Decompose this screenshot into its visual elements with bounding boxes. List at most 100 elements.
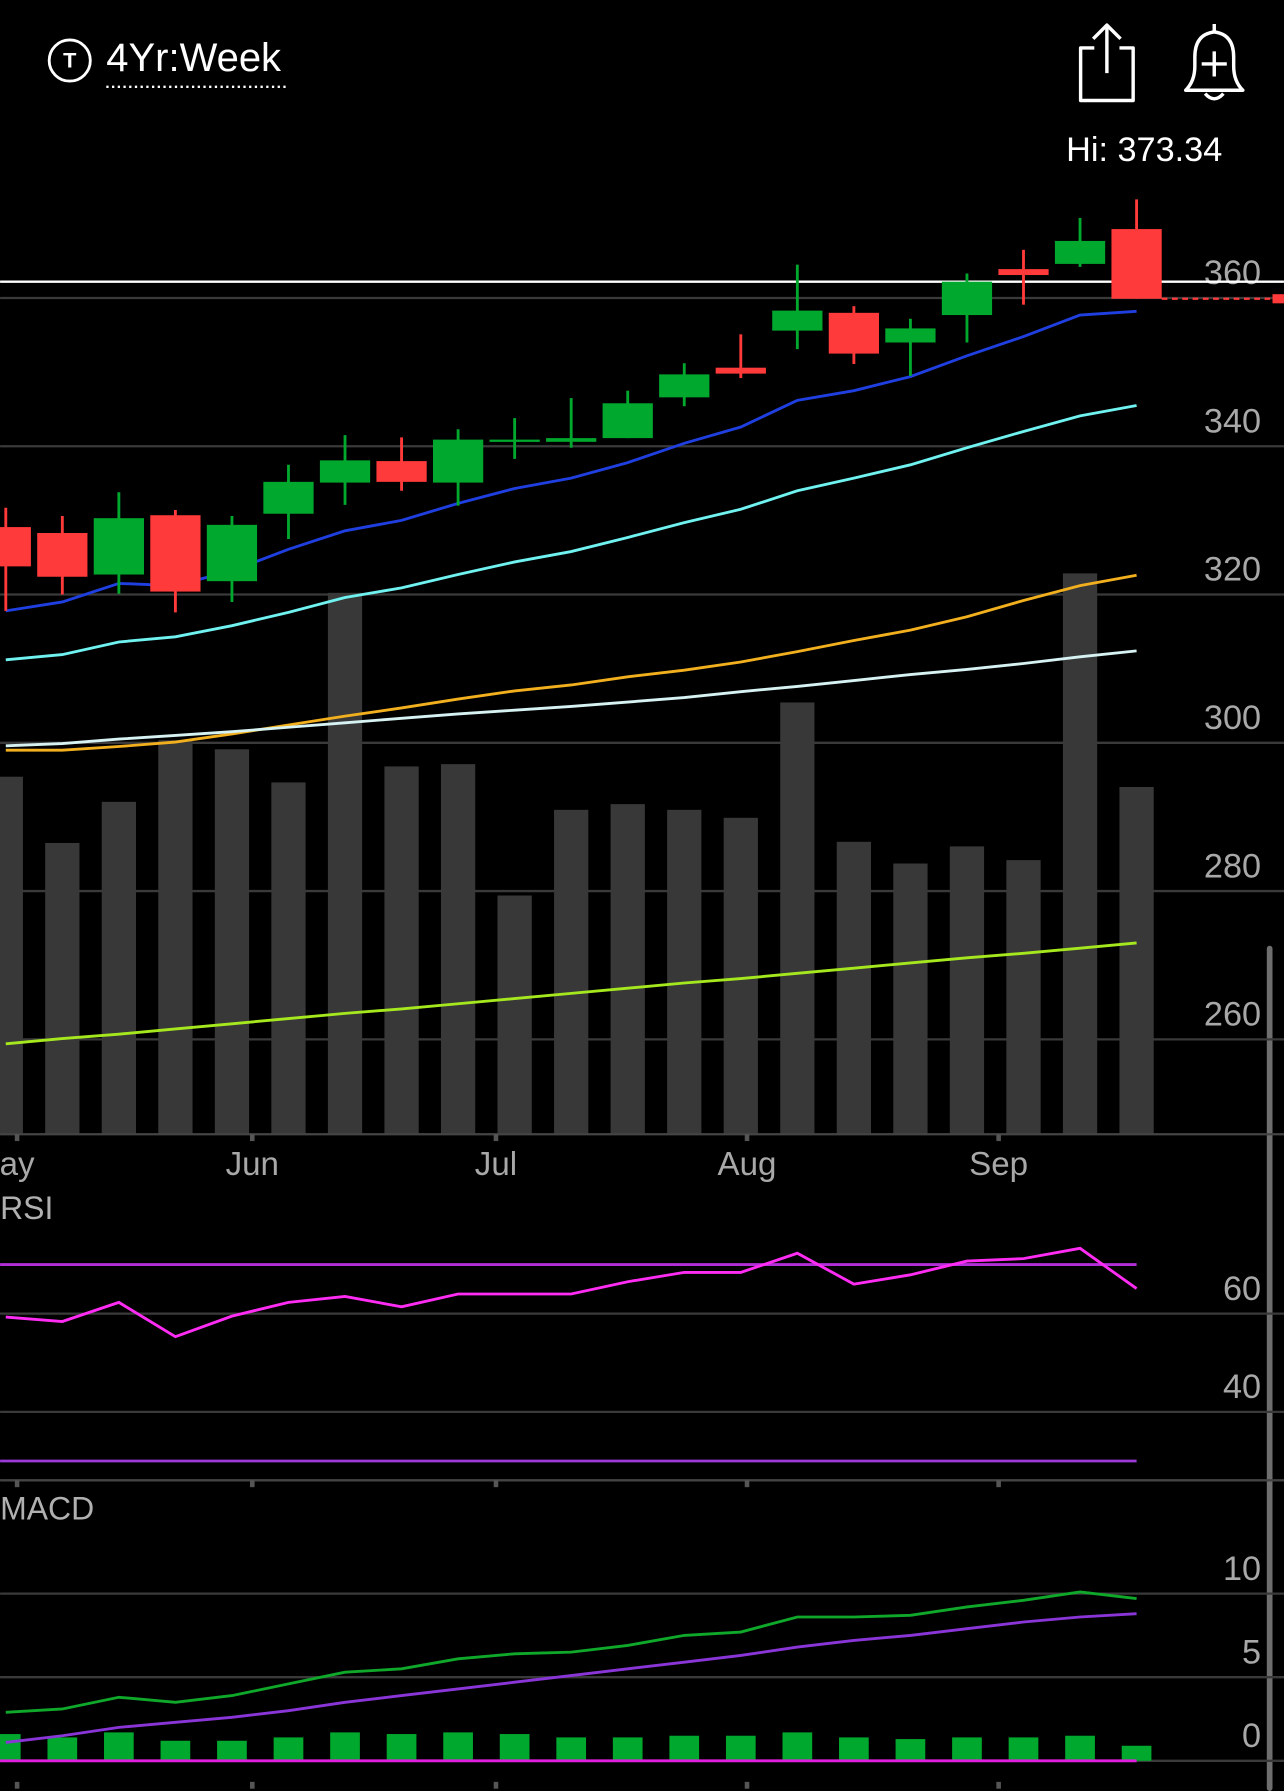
volume-bar (214, 749, 250, 1135)
volume-bar (1119, 786, 1154, 1135)
y-tick-label: 0 (1242, 1717, 1261, 1755)
y-tick-label: 320 (1204, 551, 1261, 589)
macd-histogram-bar (725, 1735, 756, 1761)
candle-body (715, 367, 766, 374)
macd-line (5, 1612, 1137, 1744)
moving-average-line (5, 573, 1137, 752)
macd-histogram-bar (669, 1735, 700, 1761)
bell-body (1183, 23, 1245, 92)
last-price-marker (1272, 294, 1284, 304)
y-tick-label: 300 (1204, 699, 1261, 737)
volume-bar (893, 863, 928, 1135)
x-tick-label: Jun (226, 1146, 279, 1183)
moving-average-line (5, 941, 1137, 1046)
candle-body (1111, 229, 1162, 299)
y-tick-label: 340 (1204, 402, 1261, 440)
candle-body (602, 403, 653, 439)
macd-histogram-bar (104, 1732, 134, 1761)
high-label: Hi: 373.34 (1066, 131, 1222, 169)
symbol-icon-ring (47, 38, 92, 83)
macd-histogram-bar (273, 1737, 304, 1761)
y-tick-label: 40 (1223, 1368, 1261, 1406)
volume-bar (497, 895, 532, 1135)
candle-body (263, 481, 314, 514)
volume-bar (949, 846, 985, 1135)
x-tick-label: Aug (718, 1146, 777, 1183)
volume-bar (271, 782, 306, 1135)
macd-histogram-bar (47, 1737, 78, 1761)
macd-histogram-bar (499, 1734, 530, 1761)
candle-body (0, 527, 31, 567)
volume-bar (723, 817, 758, 1135)
volume-bar (1006, 860, 1041, 1135)
macd-line (5, 1590, 1137, 1714)
range-selector[interactable]: 4Yr:Week (106, 36, 288, 88)
y-tick-label: 60 (1223, 1270, 1261, 1308)
volume-bar (45, 842, 80, 1135)
y-tick-label: 10 (1223, 1550, 1261, 1588)
x-tick-label: Sep (969, 1146, 1028, 1183)
candle-body (206, 524, 258, 582)
rsi-line (5, 1246, 1138, 1339)
macd-histogram-bar (1065, 1735, 1095, 1761)
candle-body (998, 269, 1049, 276)
macd-histogram-bar (217, 1740, 247, 1761)
macd-histogram-bar (556, 1737, 587, 1761)
share-button[interactable] (1078, 23, 1135, 103)
moving-average-line (5, 649, 1137, 748)
volume-bar (780, 702, 815, 1135)
candle-body (772, 310, 823, 331)
candle-body (93, 518, 144, 575)
bell-clapper (1203, 92, 1225, 101)
y-tick-label: 360 (1204, 254, 1261, 292)
macd-histogram-bar (839, 1737, 869, 1761)
alert-button[interactable] (1183, 23, 1245, 101)
volume-bar (554, 809, 589, 1135)
moving-average-line (5, 404, 1137, 662)
macd-histogram-bar (895, 1739, 926, 1761)
bell-plus (1201, 51, 1227, 77)
macd-histogram-bar (443, 1732, 473, 1761)
candle-body (659, 374, 710, 398)
candle-body (432, 439, 484, 483)
macd-histogram-bar (0, 1734, 21, 1761)
candle-body (941, 281, 993, 316)
macd-histogram-bar (782, 1732, 813, 1761)
candle-body (319, 460, 371, 483)
y-tick-label: 280 (1204, 847, 1261, 885)
panel-title: RSI (0, 1190, 53, 1226)
volume-bar (836, 841, 872, 1135)
volume-bar (384, 766, 419, 1135)
x-tick-label: ay (0, 1146, 35, 1183)
candle-body (150, 515, 201, 592)
symbol-button[interactable]: T (47, 38, 92, 83)
macd-histogram-bar (612, 1737, 643, 1761)
share-box (1078, 46, 1135, 103)
volume-bar (101, 801, 136, 1135)
macd-histogram-bar (952, 1737, 982, 1761)
y-tick-label: 5 (1242, 1633, 1261, 1671)
volume-bar (158, 740, 193, 1135)
candle-body (1054, 240, 1106, 264)
candle-body (885, 328, 936, 343)
symbol-icon-letter: T (63, 47, 77, 72)
volume-bar (667, 809, 702, 1135)
macd-histogram-bar (1121, 1745, 1152, 1761)
macd-histogram-bar (330, 1732, 360, 1761)
volume-bar (440, 764, 476, 1135)
macd-histogram-bar (160, 1740, 191, 1761)
volume-bar (327, 592, 363, 1135)
candle-body (489, 439, 540, 442)
candle-body (376, 461, 427, 482)
candle-body (546, 438, 597, 442)
volume-bar (0, 776, 23, 1135)
candle-body (828, 312, 880, 354)
panel-title: MACD (0, 1491, 94, 1527)
chart-layer: 260 280 300 320 340 360 Hi: 373.34 ay Jun Jul Aug S… (0, 131, 1284, 1789)
range-label: 4Yr:Week (106, 36, 282, 80)
candle-body (37, 533, 88, 577)
scrollbar[interactable] (1266, 945, 1273, 1791)
share-arrow (1091, 23, 1122, 74)
